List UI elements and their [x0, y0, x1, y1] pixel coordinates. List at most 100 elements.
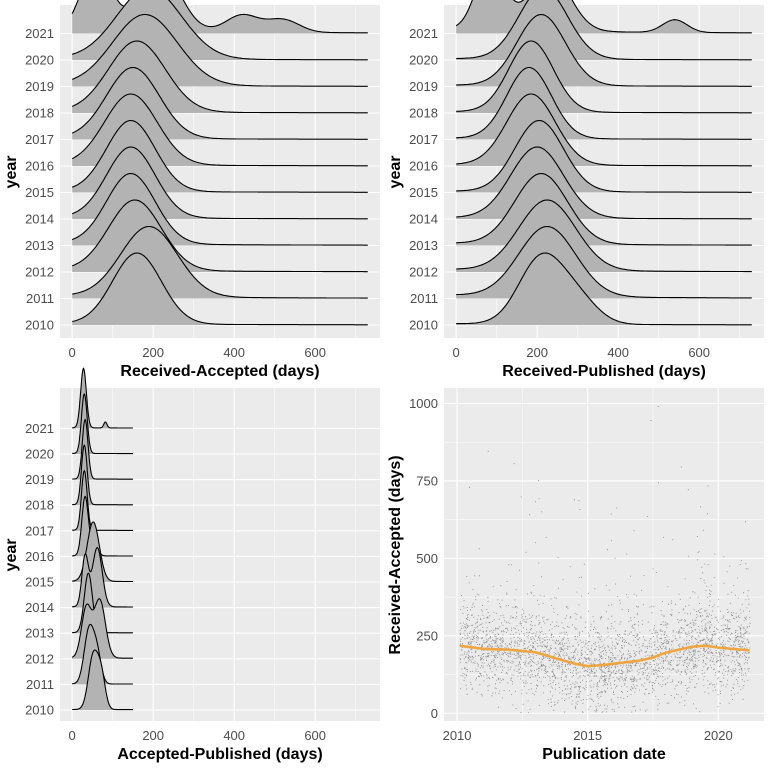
y-tick-label: 2016: [409, 159, 438, 174]
y-tick-label: 2018: [409, 106, 438, 121]
ridge-line-2012: [72, 199, 368, 273]
ridge-line-2012: [71, 598, 133, 659]
x-tick-label: 600: [304, 728, 326, 743]
y-tick-label: 2013: [409, 238, 438, 253]
y-tick-label: 2014: [25, 600, 54, 615]
x-axis-label: Publication date: [542, 746, 666, 763]
y-tick-label: 2017: [25, 132, 54, 147]
ridge-line-2011: [456, 225, 752, 299]
x-tick-label: 200: [142, 728, 164, 743]
panel-accepted-published: 2010 2011 2012 2013 2014 2015 2016 2017 2018 2019…: [3, 367, 380, 763]
panel-scatter: 0 250 500 750 1000 2010 2015 2020 Publication …: [387, 364, 764, 763]
ridge-line-2015: [456, 119, 752, 193]
y-tick-labels: 2010 2011 2012 2013 2014 2015 2016 2017 2018 2019…: [25, 26, 54, 333]
y-axis-label: Received-Accepted (days): [387, 455, 404, 654]
y-tick-labels: 2010 2011 2012 2013 2014 2015 2016 2017 2018 2019…: [409, 26, 438, 333]
scatter-point-cloud: [459, 406, 751, 714]
x-tick-label: 600: [304, 345, 326, 360]
ridge-line-2019: [72, 418, 133, 480]
y-tick-label: 2010: [409, 318, 438, 333]
y-tick-label: 2016: [25, 549, 54, 564]
y-tick-label: 2021: [25, 26, 54, 41]
y-tick-label: 2019: [409, 79, 438, 94]
x-tick-label: 0: [69, 345, 76, 360]
ridge-line-2017: [456, 66, 752, 140]
smooth-trend-line: [459, 644, 750, 668]
ridge-line-2013: [71, 172, 368, 246]
y-tick-label: 2015: [25, 185, 54, 200]
y-tick-label: 0: [431, 706, 438, 721]
x-tick-label: 200: [526, 345, 548, 360]
ridge-line-2010: [72, 252, 368, 326]
ridge-area-2010: [72, 253, 368, 325]
y-tick-label: 2018: [25, 498, 54, 513]
x-tick-label: 2010: [443, 728, 472, 743]
panel-background: [60, 388, 380, 721]
ridge-area-2010: [456, 253, 752, 325]
ridge-line-2015: [72, 119, 368, 193]
x-tick-label: 400: [223, 728, 245, 743]
y-tick-label: 2020: [409, 53, 438, 68]
y-tick-label: 2021: [25, 421, 54, 436]
y-tick-label: 2010: [25, 703, 54, 718]
ridge-line-2010: [72, 649, 133, 711]
ridge-area-2011: [72, 624, 133, 685]
ridge-line-2012: [456, 199, 752, 273]
ridge-line-2021: [72, 367, 133, 429]
panel-received-published: 2010 2011 2012 2013 2014 2015 2016 2017 2018 2019…: [387, 0, 764, 380]
x-tick-labels: 2010 2015 2020: [443, 728, 733, 743]
ridge-line-2016: [456, 93, 752, 167]
x-tick-label: 400: [607, 345, 629, 360]
y-tick-labels: 2010 2011 2012 2013 2014 2015 2016 2017 2018 2019…: [25, 421, 54, 718]
ridge-area-2010: [72, 650, 133, 710]
x-tick-label: 400: [223, 345, 245, 360]
x-tick-label: 0: [453, 345, 460, 360]
ridge-line-2021: [71, 0, 368, 34]
y-axis-label: year: [387, 156, 404, 189]
y-tick-label: 2012: [25, 265, 54, 280]
ridge-line-2020: [456, 0, 752, 61]
ridge-line-2016: [72, 495, 133, 557]
panel-received-accepted: 2010 2011 2012 2013 2014 2015 2016 2017 2018 2019…: [3, 0, 380, 380]
y-tick-label: 2019: [25, 472, 54, 487]
ridges: [455, 0, 752, 326]
ridges: [71, 367, 133, 711]
panel-grid: [391, 364, 764, 721]
y-tick-label: 2020: [25, 53, 54, 68]
x-tick-labels: 0 200 400 600: [69, 728, 327, 743]
y-tick-label: 2018: [25, 106, 54, 121]
x-tick-label: 0: [69, 728, 76, 743]
y-tick-label: 750: [416, 473, 438, 488]
ridge-line-2021: [455, 0, 752, 34]
x-axis-label: Accepted-Published (days): [117, 746, 322, 763]
y-tick-label: 1000: [409, 396, 438, 411]
x-tick-label: 600: [688, 345, 710, 360]
y-tick-label: 2011: [26, 291, 54, 306]
ridge-line-2016: [71, 93, 368, 167]
panel-background: [444, 388, 764, 721]
x-tick-label: 2015: [573, 728, 602, 743]
y-tick-label: 2021: [409, 26, 438, 41]
ridge-line-2010: [456, 252, 752, 326]
ridge-line-2018: [72, 444, 133, 506]
x-tick-labels: 0 200 400 600: [453, 345, 711, 360]
x-tick-labels: 0 200 400 600: [69, 345, 327, 360]
scatter-points: [459, 406, 751, 714]
ridge-line-2017: [72, 469, 133, 531]
y-tick-label: 2014: [409, 212, 438, 227]
ridge-line-2014: [456, 146, 752, 220]
y-tick-labels: 0 250 500 750 1000: [409, 396, 438, 721]
y-tick-label: 2013: [25, 626, 54, 641]
ridge-line-2020: [72, 0, 368, 61]
ridges: [71, 0, 368, 326]
x-axis-label: Received-Published (days): [502, 363, 706, 380]
y-tick-label: 2011: [26, 677, 54, 692]
y-tick-label: 250: [416, 628, 438, 643]
y-tick-label: 2020: [25, 447, 54, 462]
ridge-line-2017: [71, 66, 368, 140]
y-tick-label: 2012: [25, 651, 54, 666]
ridge-line-2020: [72, 393, 133, 455]
y-tick-label: 2012: [409, 265, 438, 280]
y-tick-label: 2017: [25, 523, 54, 538]
y-tick-label: 2014: [25, 212, 54, 227]
